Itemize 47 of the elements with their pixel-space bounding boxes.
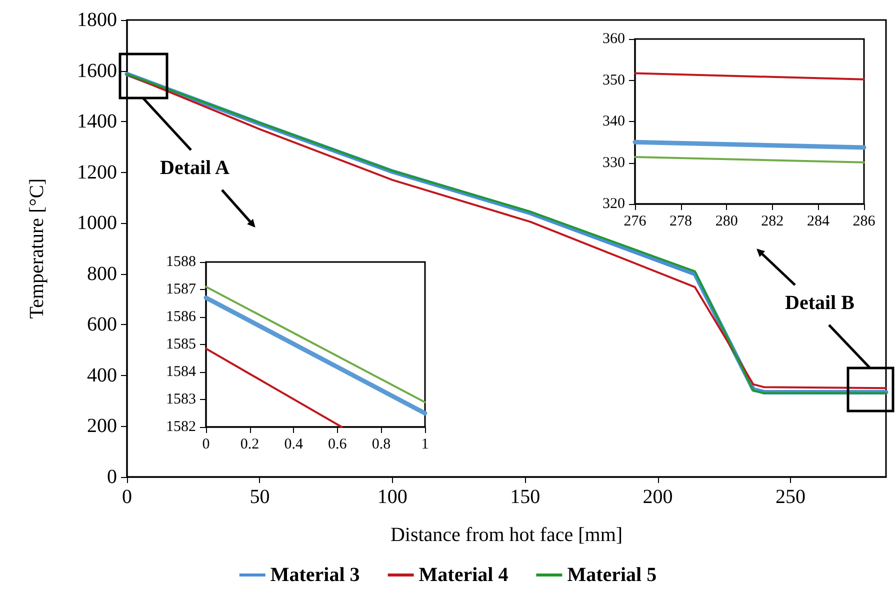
y-tick-label: 340 [602, 114, 625, 130]
y-tick-label: 1800 [77, 9, 117, 31]
x-tick-label: 50 [250, 486, 270, 508]
y-tick-label: 1582 [166, 419, 196, 435]
x-tick-label: 284 [806, 214, 830, 230]
x-tick-label: 0.4 [284, 436, 304, 452]
y-tick-label: 350 [602, 72, 625, 88]
legend-label: Material 3 [270, 564, 360, 586]
y-tick-label: 330 [602, 154, 625, 171]
y-tick-label: 0 [107, 466, 117, 488]
x-axis-title: Distance from hot face [mm] [390, 524, 623, 546]
y-tick-label: 600 [87, 314, 117, 336]
y-tick-label: 360 [602, 31, 625, 47]
legend-label: Material 5 [567, 564, 657, 586]
y-tick-label: 1585 [166, 336, 196, 352]
y-tick-label: 1583 [166, 392, 196, 408]
x-tick-label: 1 [421, 436, 429, 452]
y-tick-label: 1588 [166, 254, 196, 270]
legend-label: Material 4 [418, 564, 508, 586]
x-tick-label: 150 [510, 486, 540, 508]
y-axis-title: Temperature [°C] [26, 178, 48, 319]
x-tick-label: 0 [202, 436, 210, 452]
y-tick-label: 1600 [77, 60, 117, 82]
x-tick-label: 0 [122, 486, 132, 508]
annotation: Detail B [785, 292, 854, 314]
y-tick-label: 1586 [166, 309, 196, 325]
x-tick-label: 286 [852, 214, 876, 230]
y-tick-label: 1587 [166, 282, 196, 298]
y-tick-label: 1200 [77, 161, 117, 184]
annotation: Detail A [160, 157, 230, 179]
y-tick-label: 1584 [166, 364, 196, 380]
x-tick-label: 200 [642, 486, 673, 508]
y-tick-label: 1400 [77, 110, 117, 133]
x-tick-label: 276 [624, 214, 647, 230]
y-tick-label: 320 [602, 196, 625, 212]
x-tick-label: 100 [377, 486, 408, 508]
y-tick-label: 1000 [77, 212, 117, 234]
y-tick-label: 400 [87, 364, 117, 386]
x-tick-label: 0.8 [372, 436, 391, 452]
x-tick-label: 0.2 [240, 436, 260, 452]
y-tick-label: 800 [87, 262, 117, 285]
x-tick-label: 0.6 [328, 436, 348, 452]
y-tick-label: 200 [87, 415, 117, 438]
x-tick-label: 282 [761, 214, 784, 230]
x-tick-label: 250 [775, 486, 806, 508]
x-tick-label: 278 [670, 214, 692, 230]
x-tick-label: 280 [715, 214, 738, 230]
